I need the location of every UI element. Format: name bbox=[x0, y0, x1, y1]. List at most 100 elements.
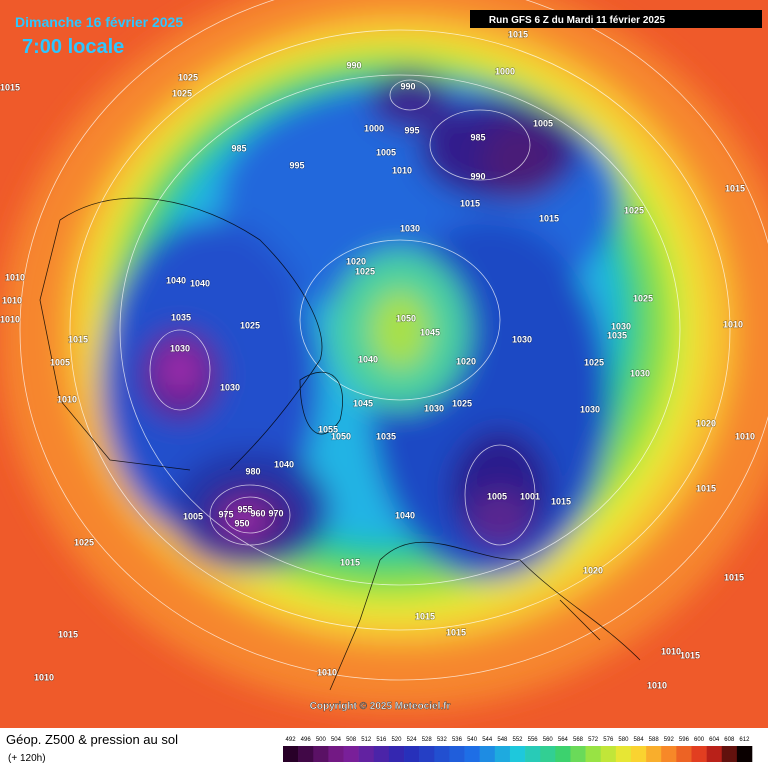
legend-swatch bbox=[630, 746, 647, 762]
legend-swatch bbox=[358, 746, 375, 762]
legend-swatch bbox=[404, 746, 420, 762]
legend-swatch bbox=[525, 746, 541, 762]
pressure-label: 1015 bbox=[68, 334, 88, 344]
pressure-label: 1040 bbox=[358, 354, 378, 364]
pressure-label: 1020 bbox=[583, 565, 603, 575]
pressure-label: 1015 bbox=[508, 29, 528, 39]
legend-label: 560 bbox=[543, 737, 554, 743]
pressure-label: 1030 bbox=[630, 368, 650, 378]
legend-label: 512 bbox=[361, 737, 372, 743]
footer-range: (+ 120h) bbox=[8, 753, 46, 764]
pressure-label: 1005 bbox=[50, 357, 70, 367]
map-time: 7:00 locale bbox=[22, 36, 124, 58]
pressure-label: 1045 bbox=[420, 327, 440, 337]
legend-swatch bbox=[736, 746, 753, 762]
map-title: Dimanche 16 février 2025 bbox=[15, 14, 183, 30]
legend-label: 552 bbox=[512, 737, 523, 743]
pressure-label: 1025 bbox=[240, 320, 260, 330]
legend-label: 580 bbox=[618, 737, 629, 743]
pressure-label: 1025 bbox=[74, 537, 94, 547]
pressure-label: 1035 bbox=[171, 312, 191, 322]
pressure-label: 1015 bbox=[696, 483, 716, 493]
legend-swatch bbox=[646, 746, 662, 762]
legend-swatch bbox=[555, 746, 571, 762]
legend-label: 508 bbox=[346, 737, 357, 743]
pressure-label: 1010 bbox=[661, 646, 681, 656]
pressure-label: 1010 bbox=[317, 667, 337, 677]
legend-swatch bbox=[661, 746, 677, 762]
legend-label: 492 bbox=[286, 737, 297, 743]
legend: 492 496 500 504 508 512 516 520 524 528 532 536 540 5… bbox=[283, 737, 753, 762]
legend-swatch bbox=[570, 746, 586, 762]
legend-label: 520 bbox=[391, 737, 402, 743]
pressure-label: 990 bbox=[400, 81, 415, 91]
pressure-label: 990 bbox=[346, 60, 361, 70]
pressure-label: 1025 bbox=[452, 398, 472, 408]
legend-label: 612 bbox=[739, 737, 750, 743]
legend-label: 504 bbox=[331, 737, 342, 743]
pressure-label: 1050 bbox=[396, 313, 416, 323]
legend-swatch bbox=[388, 746, 405, 762]
legend-swatch bbox=[540, 746, 556, 762]
pressure-label: 1040 bbox=[166, 275, 186, 285]
legend-swatch bbox=[585, 746, 602, 762]
pressure-label: 1015 bbox=[0, 82, 20, 92]
pressure-label: 955 bbox=[237, 504, 252, 514]
pressure-label: 1001 bbox=[520, 491, 540, 501]
pressure-label: 960 bbox=[250, 508, 265, 518]
pressure-label: 1040 bbox=[395, 510, 415, 520]
pressure-label: 1025 bbox=[584, 357, 604, 367]
pressure-label: 975 bbox=[218, 509, 233, 519]
legend-label: 564 bbox=[558, 737, 569, 743]
pressure-label: 995 bbox=[289, 160, 304, 170]
legend-label: 524 bbox=[407, 737, 418, 743]
legend-swatch bbox=[615, 746, 632, 762]
pressure-label: 1015 bbox=[460, 198, 480, 208]
pressure-label: 1030 bbox=[580, 404, 600, 414]
copyright: Copyright © 2025 Meteociel.fr bbox=[310, 701, 451, 712]
pressure-label: 1010 bbox=[57, 394, 77, 404]
legend-swatch bbox=[479, 746, 496, 762]
pressure-label: 1015 bbox=[539, 213, 559, 223]
pressure-label: 1025 bbox=[172, 88, 192, 98]
run-box bbox=[470, 10, 762, 28]
legend-label: 496 bbox=[301, 737, 312, 743]
legend-swatch bbox=[328, 746, 344, 762]
pressure-label: 1000 bbox=[364, 123, 384, 133]
legend-swatch bbox=[283, 746, 299, 762]
legend-swatch bbox=[494, 746, 511, 762]
pressure-label: 1020 bbox=[346, 256, 366, 266]
pressure-label: 985 bbox=[231, 143, 246, 153]
pressure-label: 1010 bbox=[392, 165, 412, 175]
legend-swatch bbox=[343, 746, 359, 762]
legend-label: 568 bbox=[573, 737, 584, 743]
pressure-label: 1005 bbox=[376, 147, 396, 157]
pressure-label: 1030 bbox=[170, 343, 190, 353]
legend-label: 604 bbox=[709, 737, 720, 743]
legend-label: 540 bbox=[467, 737, 478, 743]
pressure-label: 1015 bbox=[725, 183, 745, 193]
pressure-label: 1005 bbox=[533, 118, 553, 128]
pressure-label: 1025 bbox=[624, 205, 644, 215]
legend-label: 528 bbox=[422, 737, 433, 743]
pressure-label: 1000 bbox=[495, 66, 515, 76]
pressure-label: 1030 bbox=[611, 321, 631, 331]
legend-swatch bbox=[676, 746, 692, 762]
legend-label: 584 bbox=[634, 737, 645, 743]
pressure-label: 1040 bbox=[190, 278, 210, 288]
legend-swatch bbox=[434, 746, 450, 762]
pressure-label: 1015 bbox=[680, 650, 700, 660]
legend-swatch bbox=[449, 746, 465, 762]
legend-label: 544 bbox=[482, 737, 493, 743]
legend-swatch bbox=[464, 746, 480, 762]
pressure-label: 1010 bbox=[34, 672, 54, 682]
pressure-label: 1025 bbox=[178, 72, 198, 82]
pressure-label: 950 bbox=[234, 518, 249, 528]
legend-swatch bbox=[373, 746, 390, 762]
pressure-label: 1055 bbox=[318, 424, 338, 434]
pressure-label: 1010 bbox=[647, 680, 667, 690]
pressure-label: 970 bbox=[268, 508, 283, 518]
map bbox=[0, 0, 768, 728]
legend-swatch bbox=[419, 746, 435, 762]
